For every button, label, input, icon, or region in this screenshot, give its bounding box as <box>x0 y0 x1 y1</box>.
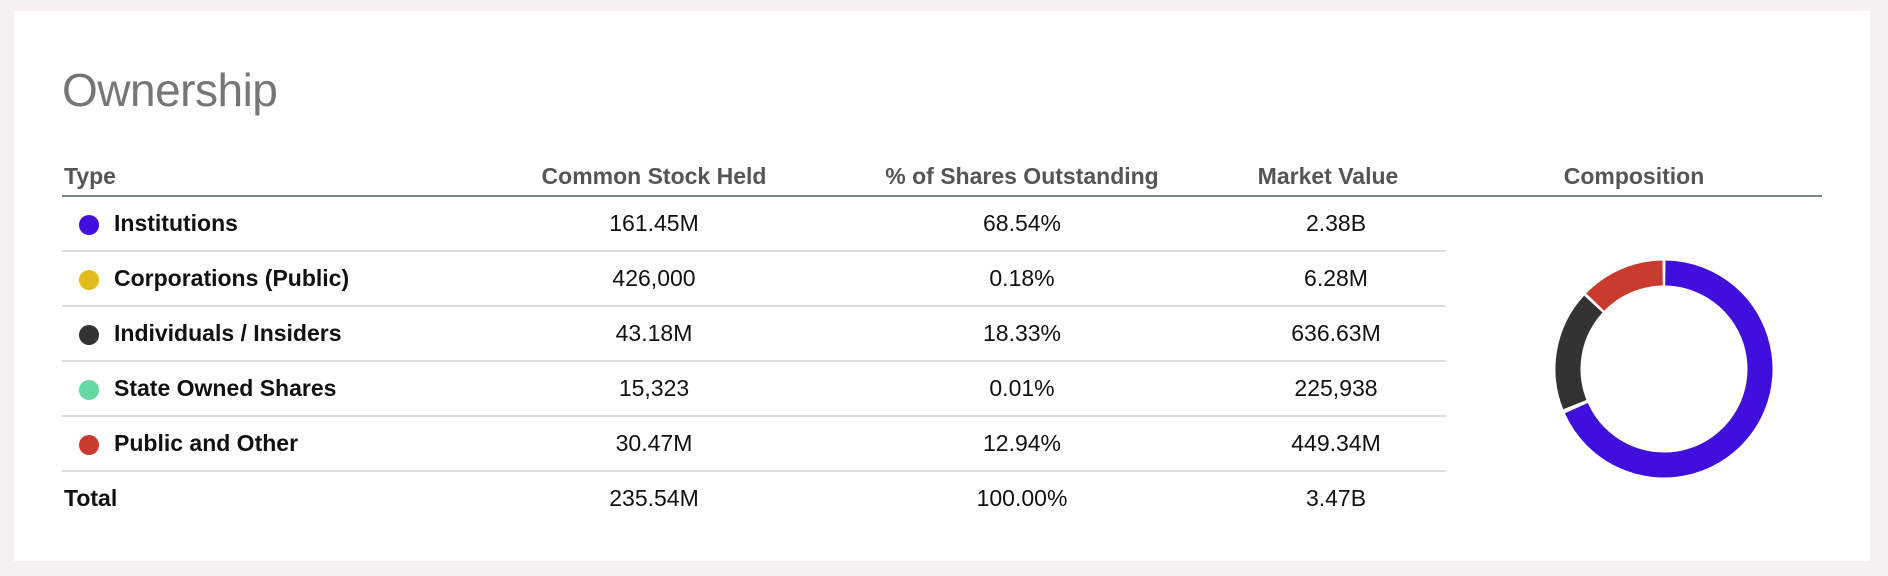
table-total-row: Total 235.54M 100.00% 3.47B <box>62 472 1446 525</box>
row-pct-shares-outstanding: 18.33% <box>982 320 1062 346</box>
ownership-table-body: Institutions 161.45M 68.54% 2.38B Corpor… <box>62 197 1446 525</box>
table-row: Individuals / Insiders 43.18M 18.33% 636… <box>62 307 1446 362</box>
total-label: Total <box>64 485 118 511</box>
legend-dot-icon <box>79 270 99 290</box>
row-common-stock-held: 426,000 <box>612 265 696 291</box>
row-pct-shares-outstanding: 68.54% <box>982 210 1062 236</box>
table-header: Type Common Stock Held % of Shares Outst… <box>62 151 1822 197</box>
row-common-stock-held: 161.45M <box>609 210 699 236</box>
legend-dot-icon <box>79 325 99 345</box>
header-pct-shares-outstanding: % of Shares Outstanding <box>885 163 1159 189</box>
row-common-stock-held: 43.18M <box>615 320 693 346</box>
row-market-value: 225,938 <box>1294 375 1378 401</box>
row-type: Public and Other <box>114 430 299 456</box>
ownership-card: Ownership Type Common Stock Held % of Sh… <box>14 11 1870 561</box>
row-market-value: 2.38B <box>1305 210 1367 236</box>
row-common-stock-held: 15,323 <box>618 375 690 401</box>
header-common-stock-held: Common Stock Held <box>541 163 767 189</box>
header-type: Type <box>64 163 116 189</box>
section-title: Ownership <box>62 64 278 116</box>
row-market-value: 6.28M <box>1304 265 1368 291</box>
row-market-value: 449.34M <box>1291 430 1381 456</box>
total-common-stock-held: 235.54M <box>609 485 699 511</box>
row-type: State Owned Shares <box>114 375 337 401</box>
table-row: State Owned Shares 15,323 0.01% 225,938 <box>62 362 1446 417</box>
row-pct-shares-outstanding: 12.94% <box>982 430 1062 456</box>
donut-segment[interactable] <box>1586 260 1664 312</box>
header-market-value: Market Value <box>1257 163 1399 189</box>
composition-donut-chart[interactable] <box>1542 247 1786 491</box>
row-market-value: 636.63M <box>1291 320 1381 346</box>
total-market-value: 3.47B <box>1305 485 1367 511</box>
legend-dot-icon <box>79 380 99 400</box>
table-row: Institutions 161.45M 68.54% 2.38B <box>62 197 1446 252</box>
row-common-stock-held: 30.47M <box>615 430 693 456</box>
header-composition: Composition <box>1563 163 1705 189</box>
total-pct-shares-outstanding: 100.00% <box>976 485 1068 511</box>
table-row: Public and Other 30.47M 12.94% 449.34M <box>62 417 1446 472</box>
row-type: Institutions <box>114 210 238 236</box>
row-pct-shares-outstanding: 0.18% <box>989 265 1055 291</box>
table-row: Corporations (Public) 426,000 0.18% 6.28… <box>62 252 1446 307</box>
legend-dot-icon <box>79 435 99 455</box>
donut-segment[interactable] <box>1555 295 1603 410</box>
row-pct-shares-outstanding: 0.01% <box>989 375 1055 401</box>
donut-segment[interactable] <box>1564 260 1773 478</box>
row-type: Corporations (Public) <box>114 265 350 291</box>
legend-dot-icon <box>79 215 99 235</box>
row-type: Individuals / Insiders <box>114 320 342 346</box>
